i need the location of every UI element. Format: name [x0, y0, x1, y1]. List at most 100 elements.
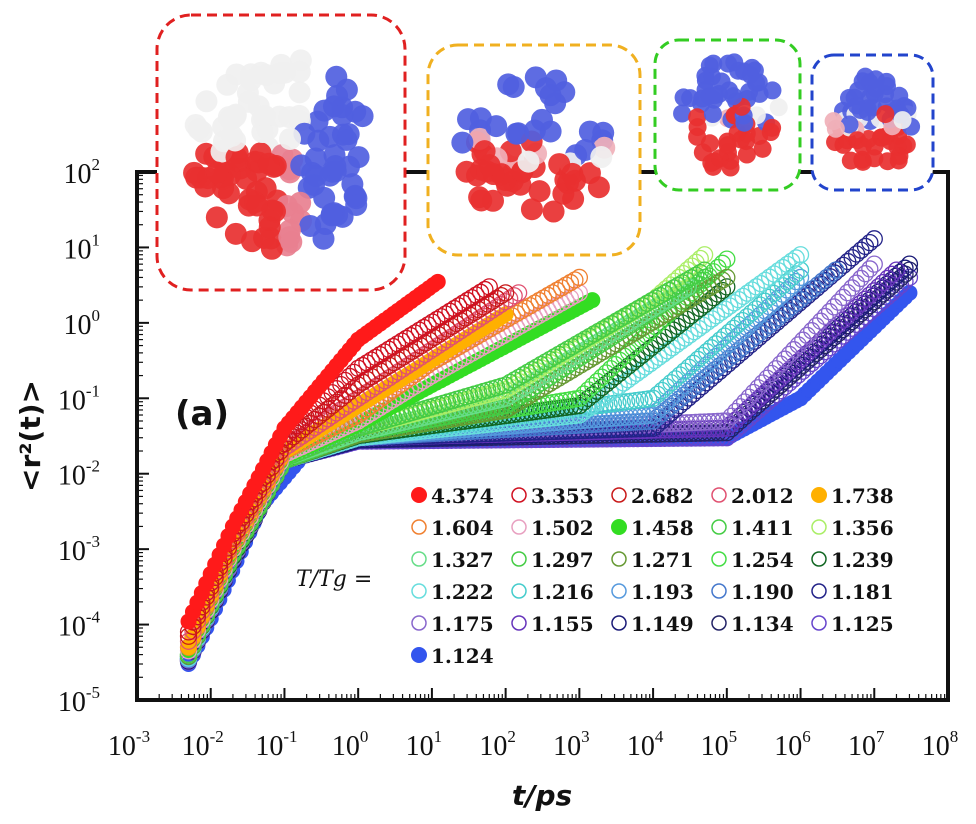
legend-item: 1.134 [711, 612, 794, 636]
data-point [765, 265, 783, 283]
data-point [681, 326, 699, 344]
legend-item: 2.012 [711, 484, 794, 508]
data-point [323, 397, 341, 415]
legend-label: 1.604 [431, 516, 494, 540]
data-point [552, 279, 571, 297]
data-point [345, 363, 363, 382]
legend-marker [711, 519, 727, 535]
legend-marker [811, 583, 827, 599]
data-point [758, 369, 776, 387]
atom-bead [335, 78, 358, 101]
data-point [314, 412, 333, 431]
legend: 4.374 3.353 2.682 2.012 1.738 1.604 1.502 1.458… [411, 484, 894, 668]
atom-bead [184, 113, 207, 136]
data-point [429, 273, 446, 290]
data-point [297, 417, 315, 436]
legend-item: 1.604 [411, 516, 494, 540]
data-point [510, 368, 528, 386]
tick-base: 10 [64, 234, 92, 265]
data-point [743, 281, 761, 299]
data-point [727, 402, 745, 421]
data-point [691, 424, 709, 442]
data-point [505, 371, 524, 389]
legend-item: 1.738 [811, 484, 894, 508]
atom-bead [341, 173, 364, 196]
data-point [656, 284, 674, 302]
data-point [655, 425, 674, 443]
data-point [367, 348, 385, 367]
data-point [838, 284, 857, 302]
data-point [607, 312, 625, 330]
inset-structure [426, 43, 642, 257]
legend-item: 2.682 [611, 484, 694, 508]
data-point [740, 388, 758, 406]
y-tick-label: 10-5 [58, 683, 100, 718]
x-tick-label: 107 [848, 727, 885, 762]
data-point [900, 268, 919, 287]
data-point [625, 302, 643, 320]
data-point [822, 265, 840, 283]
legend-marker [411, 487, 427, 503]
data-point [611, 309, 630, 328]
data-point [642, 339, 660, 357]
data-point [561, 289, 580, 307]
data-point [288, 430, 307, 448]
legend-marker [811, 487, 827, 503]
data-point [534, 289, 553, 307]
data-point [301, 421, 320, 440]
legend-item: 1.149 [611, 612, 694, 636]
data-point [634, 297, 652, 315]
data-point [756, 271, 774, 290]
atom-bead [548, 153, 571, 176]
data-point [492, 286, 510, 305]
legend-label: 1.125 [831, 612, 894, 636]
atom-bead [753, 139, 772, 158]
data-point [519, 382, 537, 401]
y-axis-label: <r²(t)> [14, 380, 47, 492]
inset-structure [155, 13, 407, 292]
atom-bead [890, 86, 909, 105]
data-point [749, 379, 767, 397]
legend-marker [811, 551, 827, 567]
legend-marker [811, 615, 827, 631]
data-point [695, 413, 714, 431]
atom-bead [261, 199, 284, 222]
data-point [410, 321, 429, 339]
tick-base: 10 [406, 731, 434, 762]
data-point [423, 313, 442, 331]
data-point [454, 294, 472, 312]
data-point [388, 335, 407, 353]
data-point [787, 249, 805, 267]
data-point [584, 386, 602, 404]
data-point [375, 343, 394, 361]
data-point [589, 322, 608, 341]
legend-label: 1.271 [631, 548, 694, 572]
data-point [700, 424, 718, 442]
data-point [673, 274, 692, 292]
atom-bead [237, 90, 260, 113]
legend-marker [611, 551, 627, 567]
data-point [501, 290, 519, 308]
data-point [665, 279, 683, 297]
atom-bead [320, 202, 343, 225]
atom-bead [673, 104, 692, 123]
data-point [713, 412, 732, 430]
data-point [753, 374, 772, 392]
data-point [450, 297, 468, 315]
atom-bead [288, 60, 311, 83]
data-point [362, 380, 381, 399]
data-point [865, 255, 883, 273]
data-point [687, 424, 705, 442]
data-point [550, 345, 568, 364]
atom-bead [195, 90, 218, 113]
legend-item: 1.193 [611, 580, 694, 604]
data-point [581, 327, 599, 346]
data-point [349, 359, 367, 377]
atom-bead [587, 176, 610, 199]
atom-bead [263, 72, 286, 95]
legend-marker [711, 615, 727, 631]
data-point [760, 268, 779, 286]
tick-exponent: 2 [92, 155, 101, 174]
data-point [336, 386, 354, 405]
data-point [501, 386, 519, 405]
